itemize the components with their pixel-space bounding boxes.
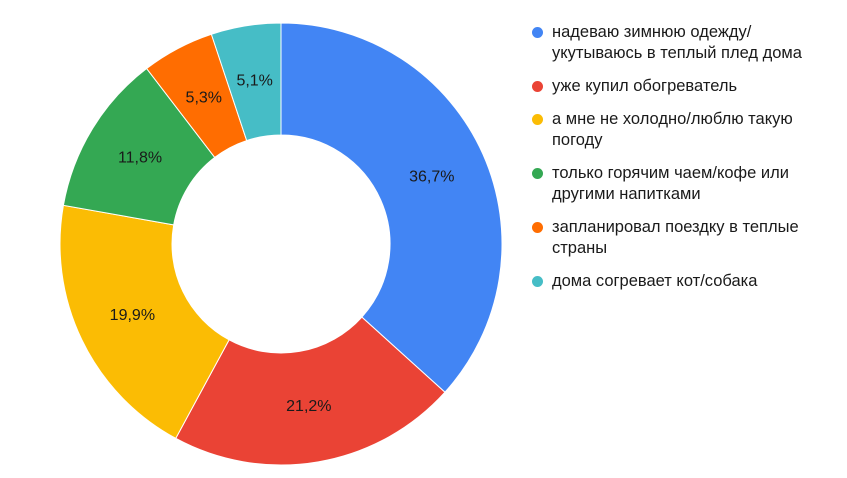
slice-labels: 36,7% 21,2% 19,9% 11,8% 5,3% 5,1% bbox=[110, 73, 455, 416]
donut-slice-3 bbox=[59, 204, 230, 440]
legend-dot-icon bbox=[532, 168, 543, 179]
legend-item-1: надеваю зимнюю одежду/укутываюсь в теплы… bbox=[532, 22, 832, 64]
donut-slice-6 bbox=[210, 22, 282, 142]
legend-dot-icon bbox=[532, 27, 543, 38]
slice-label-5: 5,3% bbox=[186, 90, 222, 107]
legend-item-6: дома согревает кот/собака bbox=[532, 271, 832, 292]
legend-label: надеваю зимнюю одежду/укутываюсь в теплы… bbox=[552, 23, 802, 62]
legend-item-5: запланировал поездку в теплые страны bbox=[532, 217, 832, 259]
slice-label-6: 5,1% bbox=[236, 73, 272, 90]
slice-label-4: 11,8% bbox=[118, 150, 162, 167]
donut-slices bbox=[59, 22, 503, 466]
legend-dot-icon bbox=[532, 114, 543, 125]
legend-dot-icon bbox=[532, 222, 543, 233]
chart-legend: надеваю зимнюю одежду/укутываюсь в теплы… bbox=[532, 22, 832, 304]
legend-label: запланировал поездку в теплые страны bbox=[552, 218, 799, 257]
legend-label: дома согревает кот/собака bbox=[552, 272, 758, 290]
donut-slice-1 bbox=[280, 22, 503, 393]
legend-dot-icon bbox=[532, 276, 543, 287]
legend-item-2: уже купил обогреватель bbox=[532, 76, 832, 97]
legend-label: только горячим чаем/кофе или другими нап… bbox=[552, 164, 789, 203]
slice-label-3: 19,9% bbox=[110, 307, 155, 324]
slice-label-2: 21,2% bbox=[286, 398, 331, 415]
legend-item-3: а мне не холодно/люблю такую погоду bbox=[532, 109, 832, 151]
legend-label: а мне не холодно/люблю такую погоду bbox=[552, 110, 793, 149]
legend-dot-icon bbox=[532, 81, 543, 92]
slice-label-1: 36,7% bbox=[409, 169, 454, 186]
legend-item-4: только горячим чаем/кофе или другими нап… bbox=[532, 163, 832, 205]
legend-label: уже купил обогреватель bbox=[552, 77, 738, 95]
donut-slice-2 bbox=[175, 316, 446, 466]
